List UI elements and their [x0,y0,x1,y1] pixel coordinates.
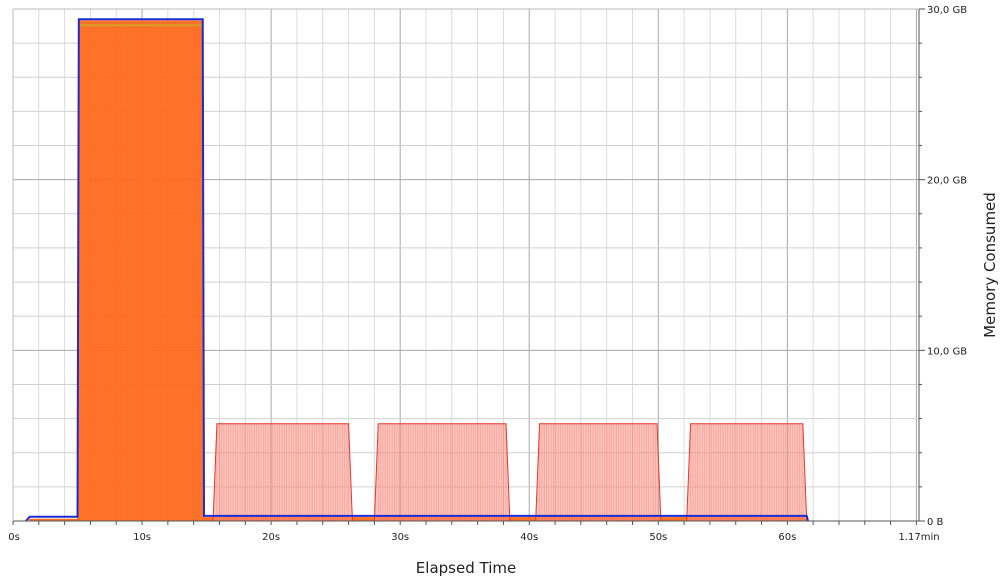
y-tick-label: 10,0 GB [927,346,967,357]
x-tick-label: 30s [391,532,409,543]
x-tick-label: 0s [8,532,20,543]
x-tick-label: 20s [262,532,280,543]
series-area-1 [212,423,808,522]
y-tick-label: 30,0 GB [927,5,967,16]
x-tick-label: 50s [649,532,667,543]
axes [12,8,925,525]
x-tick-label: 10s [133,532,151,543]
x-tick-label: 40s [520,532,538,543]
x-tick-label: 60s [778,532,796,543]
series-line-3 [25,18,809,522]
y-tick-label: 0 B [927,517,944,528]
x-tick-label: 1.17min [898,532,939,543]
tick-labels: 0 B 10,0 GB 20,0 GB 30,0 GB 0s 10s 20s 30s 40s 50… [8,5,967,543]
y-axis-title: Memory Consumed [981,192,999,338]
x-axis-title: Elapsed Time [416,559,516,577]
y-tick-label: 20,0 GB [927,176,967,187]
series-layer [25,18,809,522]
